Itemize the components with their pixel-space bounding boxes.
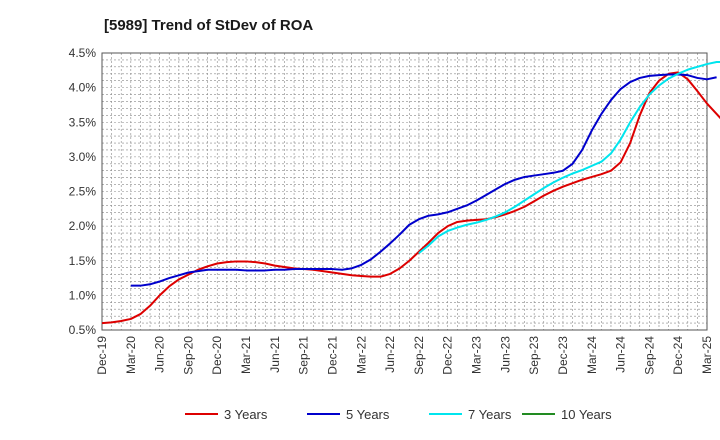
grid (101, 52, 708, 331)
y-tick-label: 3.0% (69, 150, 97, 164)
x-tick-label: Jun-22 (383, 336, 397, 373)
y-tick-label: 2.0% (69, 219, 97, 233)
y-tick-label: 0.5% (69, 323, 97, 337)
chart-title: [5989] Trend of StDev of ROA (104, 17, 313, 34)
x-axis-ticks: Dec-19 Mar-20 Jun-20 Sep-20 Dec-20 Mar-21 Jun-… (95, 336, 714, 375)
x-tick-label: Dec-22 (441, 336, 455, 375)
y-tick-label: 4.5% (69, 46, 97, 60)
series-line-5-years (130, 73, 717, 287)
x-tick-label: Mar-24 (585, 336, 599, 374)
series-line-3-years (101, 71, 720, 325)
x-tick-label: Mar-22 (354, 336, 368, 374)
x-tick-label: Jun-23 (498, 336, 512, 373)
legend-label: 3 Years (224, 407, 268, 422)
legend-label: 7 Years (468, 407, 512, 422)
y-tick-label: 4.0% (69, 81, 97, 95)
series-line-7-years (418, 61, 720, 254)
x-tick-label: Mar-21 (239, 336, 253, 374)
y-tick-label: 1.0% (69, 288, 97, 302)
legend-label: 5 Years (346, 407, 390, 422)
x-tick-label: Mar-25 (700, 336, 714, 374)
x-tick-label: Jun-21 (268, 336, 282, 373)
x-tick-label: Mar-23 (470, 336, 484, 374)
x-tick-label: Sep-22 (412, 336, 426, 375)
x-tick-label: Sep-21 (297, 336, 311, 375)
x-tick-label: Dec-19 (95, 336, 109, 375)
x-tick-label: Dec-24 (671, 336, 685, 375)
x-tick-label: Dec-21 (325, 336, 339, 375)
x-tick-label: Mar-20 (124, 336, 138, 374)
y-tick-label: 1.5% (69, 254, 97, 268)
x-tick-label: Sep-24 (642, 336, 656, 375)
y-axis-ticks: 0.5% 1.0% 1.5% 2.0% 2.5% 3.0% 3.5% 4.0% 4.5% (69, 46, 97, 337)
y-tick-label: 3.5% (69, 115, 97, 129)
x-tick-label: Dec-23 (556, 336, 570, 375)
x-tick-label: Jun-24 (614, 336, 628, 373)
y-tick-label: 2.5% (69, 185, 97, 199)
series-lines (101, 61, 720, 325)
plot-frame (101, 52, 708, 331)
x-tick-label: Jun-20 (153, 336, 167, 373)
legend: 3 Years 5 Years 7 Years 10 Years (185, 407, 612, 422)
legend-label: 10 Years (561, 407, 612, 422)
x-tick-label: Sep-23 (527, 336, 541, 375)
x-tick-label: Sep-20 (181, 336, 195, 375)
x-tick-label: Dec-20 (210, 336, 224, 375)
